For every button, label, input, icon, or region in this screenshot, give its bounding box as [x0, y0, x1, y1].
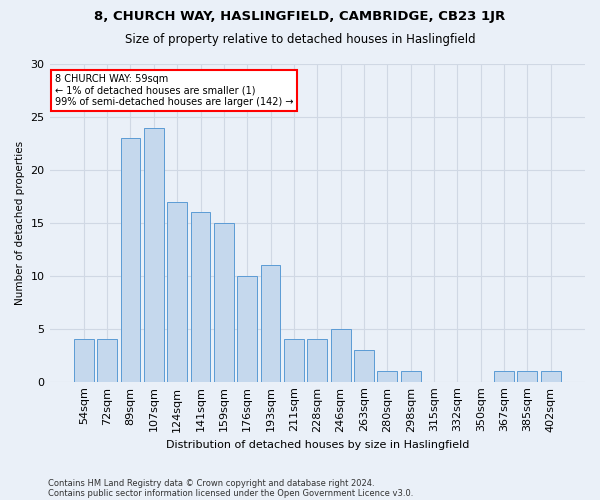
Bar	[354, 350, 374, 382]
Text: Contains HM Land Registry data © Crown copyright and database right 2024.: Contains HM Land Registry data © Crown c…	[48, 478, 374, 488]
Bar	[74, 340, 94, 382]
Bar	[541, 371, 560, 382]
Y-axis label: Number of detached properties: Number of detached properties	[15, 141, 25, 305]
Bar	[284, 340, 304, 382]
Text: 8 CHURCH WAY: 59sqm
← 1% of detached houses are smaller (1)
99% of semi-detached: 8 CHURCH WAY: 59sqm ← 1% of detached hou…	[55, 74, 293, 106]
Bar	[331, 328, 350, 382]
Bar	[377, 371, 397, 382]
Bar	[97, 340, 117, 382]
Bar	[307, 340, 327, 382]
Text: Contains public sector information licensed under the Open Government Licence v3: Contains public sector information licen…	[48, 488, 413, 498]
Bar	[260, 265, 280, 382]
Bar	[214, 223, 234, 382]
X-axis label: Distribution of detached houses by size in Haslingfield: Distribution of detached houses by size …	[166, 440, 469, 450]
Text: Size of property relative to detached houses in Haslingfield: Size of property relative to detached ho…	[125, 32, 475, 46]
Bar	[144, 128, 164, 382]
Bar	[494, 371, 514, 382]
Bar	[401, 371, 421, 382]
Bar	[191, 212, 211, 382]
Bar	[517, 371, 538, 382]
Bar	[238, 276, 257, 382]
Bar	[167, 202, 187, 382]
Bar	[121, 138, 140, 382]
Text: 8, CHURCH WAY, HASLINGFIELD, CAMBRIDGE, CB23 1JR: 8, CHURCH WAY, HASLINGFIELD, CAMBRIDGE, …	[94, 10, 506, 23]
